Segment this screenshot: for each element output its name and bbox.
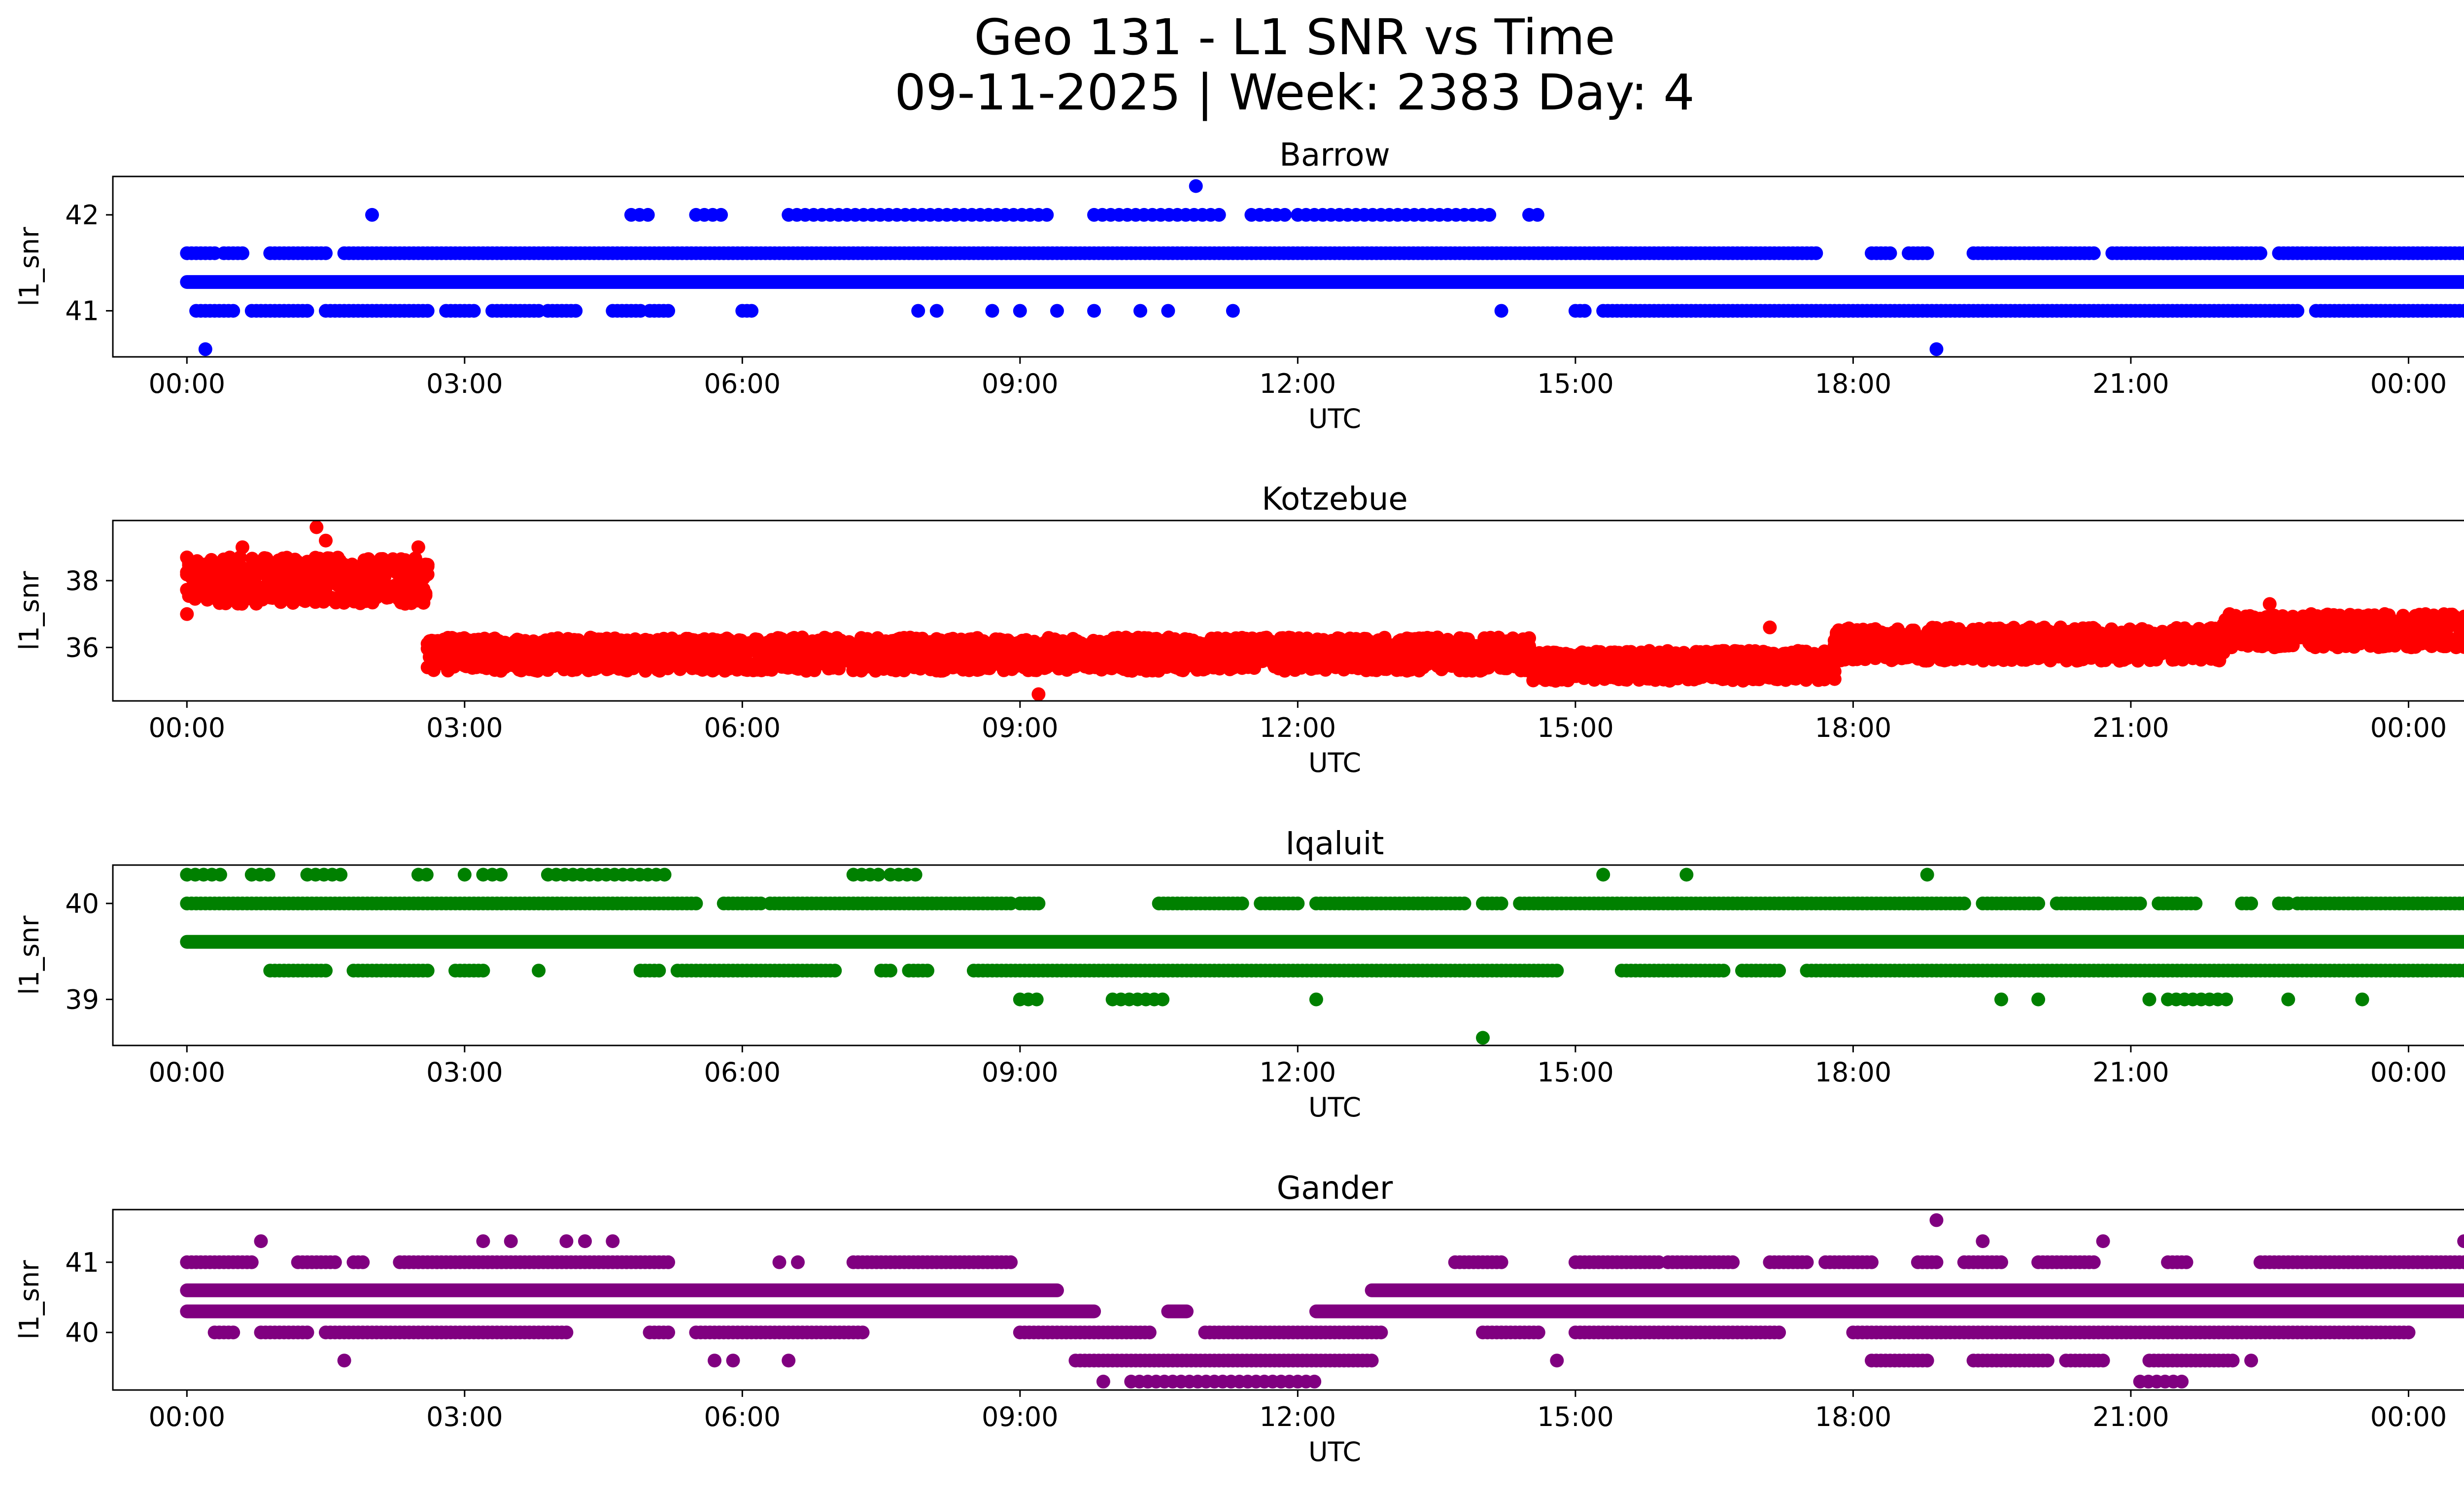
data-point bbox=[309, 521, 324, 534]
data-point bbox=[2087, 246, 2101, 260]
data-band bbox=[180, 935, 2464, 949]
data-point bbox=[1161, 304, 1175, 318]
data-point bbox=[1920, 246, 1934, 260]
data-point bbox=[714, 208, 728, 222]
data-point bbox=[1827, 672, 1842, 686]
data-point bbox=[1883, 246, 1897, 260]
data-point bbox=[1577, 304, 1592, 318]
x-tick-label: 18:00 bbox=[1815, 712, 1892, 743]
data-band bbox=[180, 275, 2464, 289]
x-tick-label: 03:00 bbox=[426, 368, 503, 399]
subplot-barrow: Barrow 00:00 03:00 06:00 09:00 12:00 15:00 18:0… bbox=[14, 137, 2464, 434]
data-point bbox=[1189, 179, 1203, 193]
data-point bbox=[641, 208, 655, 222]
data-point bbox=[319, 533, 333, 548]
x-tick-label: 00:00 bbox=[2370, 368, 2447, 399]
data-point bbox=[911, 304, 925, 318]
x-axis-label: UTC bbox=[1308, 403, 1361, 434]
data-point bbox=[745, 304, 759, 318]
data-point bbox=[929, 304, 944, 318]
data-point bbox=[2462, 626, 2464, 636]
data-point bbox=[1212, 208, 1226, 222]
data-point bbox=[420, 557, 435, 572]
data-point bbox=[467, 304, 481, 318]
data-point bbox=[2462, 306, 2464, 316]
x-tick-label: 12:00 bbox=[1260, 712, 1336, 743]
y-axis-label: l1_snr bbox=[14, 571, 45, 651]
subplot-panels: Barrow 00:00 03:00 06:00 09:00 12:00 15:00 18:0… bbox=[14, 137, 2464, 1467]
subplot-title: Kotzebue bbox=[1262, 481, 1408, 518]
data-point bbox=[1050, 304, 1064, 318]
x-tick-label: 15:00 bbox=[1537, 368, 1614, 399]
y-tick-label: 41 bbox=[65, 296, 99, 327]
x-tick-label: 06:00 bbox=[704, 368, 781, 399]
x-tick-label: 03:00 bbox=[426, 712, 503, 743]
data-point bbox=[319, 246, 333, 260]
data-point bbox=[1040, 208, 1054, 222]
data-point bbox=[2262, 597, 2277, 611]
data-point bbox=[418, 589, 433, 603]
x-tick-label: 21:00 bbox=[2092, 712, 2169, 743]
x-tick-label: 12:00 bbox=[1260, 368, 1336, 399]
data-point bbox=[236, 540, 249, 555]
data-point bbox=[1087, 304, 1101, 318]
data-point bbox=[2253, 246, 2267, 260]
data-point bbox=[198, 342, 212, 356]
data-point bbox=[1929, 342, 1944, 356]
data-point bbox=[2462, 248, 2464, 258]
data-point bbox=[411, 540, 425, 555]
data-point bbox=[420, 304, 435, 318]
data-point bbox=[1809, 246, 1823, 260]
x-tick-label: 06:00 bbox=[704, 712, 781, 743]
x-tick-label: 18:00 bbox=[1815, 368, 1892, 399]
data-points bbox=[180, 179, 2464, 356]
data-point bbox=[420, 567, 435, 582]
subplot-kotzebue: Kotzebue 00:00 03:00 06:00 09:00 12:00 15:00 18… bbox=[14, 481, 2464, 778]
data-point bbox=[365, 208, 379, 222]
subplot-title: Barrow bbox=[1279, 137, 1390, 174]
y-tick-label: 36 bbox=[65, 632, 99, 663]
data-point bbox=[1226, 304, 1240, 318]
x-tick-label: 00:00 bbox=[2370, 712, 2447, 743]
data-point bbox=[1763, 620, 1777, 634]
data-point bbox=[2457, 246, 2464, 260]
x-tick-label: 15:00 bbox=[1537, 712, 1614, 743]
figure-title-line1: Geo 131 - L1 SNR vs Time bbox=[974, 8, 1615, 66]
y-tick-label: 42 bbox=[65, 200, 99, 231]
x-tick-label: 09:00 bbox=[982, 712, 1059, 743]
figure-title-line2: 09-11-2025 | Week: 2383 Day: 4 bbox=[894, 64, 1694, 121]
axes-frame bbox=[112, 520, 2464, 702]
axes-frame bbox=[112, 175, 2464, 358]
y-axis-label: l1_snr bbox=[14, 227, 45, 307]
data-point bbox=[661, 304, 675, 318]
data-point bbox=[236, 246, 249, 260]
data-point bbox=[300, 304, 314, 318]
data-point bbox=[226, 304, 240, 318]
x-tick-label: 00:00 bbox=[148, 712, 225, 743]
x-tick-label: 21:00 bbox=[2092, 368, 2169, 399]
data-point bbox=[1278, 208, 1292, 222]
x-tick-label: 00:00 bbox=[148, 368, 225, 399]
data-point bbox=[180, 607, 194, 621]
data-point bbox=[1530, 208, 1544, 222]
data-point bbox=[1522, 631, 1536, 645]
y-tick-label: 38 bbox=[65, 565, 99, 596]
x-axis-label: UTC bbox=[1308, 747, 1361, 778]
data-point bbox=[2457, 304, 2464, 318]
data-points bbox=[180, 521, 2464, 701]
data-point bbox=[569, 304, 583, 318]
data-point bbox=[1482, 208, 1497, 222]
data-point bbox=[985, 304, 999, 318]
data-point bbox=[1013, 304, 1027, 318]
data-point bbox=[1031, 687, 1046, 701]
data-point bbox=[2462, 633, 2464, 644]
x-tick-label: 09:00 bbox=[982, 368, 1059, 399]
data-points bbox=[180, 868, 2464, 1045]
data-point bbox=[1133, 304, 1147, 318]
data-point bbox=[2291, 304, 2304, 318]
data-point bbox=[1494, 304, 1508, 318]
data-point bbox=[2462, 617, 2464, 628]
